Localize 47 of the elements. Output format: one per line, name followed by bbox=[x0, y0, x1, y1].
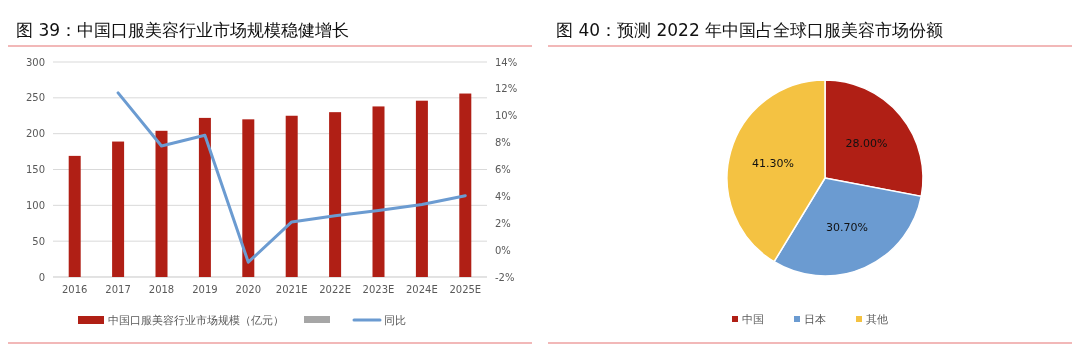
chart-title: 图 39：中国口服美容行业市场规模稳健增长 bbox=[16, 20, 350, 40]
y-tick-label: 150 bbox=[25, 164, 45, 175]
y2-tick-label: 4% bbox=[495, 190, 511, 202]
bar bbox=[155, 130, 168, 277]
bar bbox=[372, 106, 385, 277]
y-tick-label: 200 bbox=[25, 128, 45, 140]
y2-tick-label: 14% bbox=[495, 56, 518, 68]
legend-label: 中国 bbox=[742, 312, 764, 326]
y2-tick-label: -2% bbox=[495, 271, 515, 283]
y2-tick-label: 10% bbox=[495, 110, 518, 122]
bar bbox=[329, 112, 342, 277]
y-tick-label: 100 bbox=[25, 199, 45, 211]
data-label: 30.70% bbox=[825, 221, 868, 235]
x-tick-label: 2018 bbox=[148, 284, 175, 295]
bar bbox=[459, 93, 472, 277]
bar bbox=[68, 155, 81, 277]
y2-tick-label: 6% bbox=[495, 164, 511, 175]
line-series bbox=[116, 91, 467, 264]
data-label: 28.00% bbox=[845, 137, 888, 151]
y-tick-label: 0 bbox=[38, 271, 45, 283]
chart-title: 图 40：预测 2022 年中国占全球口服美容市场份额 bbox=[556, 20, 944, 40]
y2-tick-label: 12% bbox=[495, 83, 518, 95]
bar bbox=[198, 117, 211, 277]
y2-tick-label: 8% bbox=[495, 137, 511, 149]
y-tick-label: 50 bbox=[32, 235, 45, 247]
x-tick-label: 2019 bbox=[192, 284, 218, 295]
y-tick-label: 300 bbox=[25, 56, 45, 68]
legend-label: 其他 bbox=[866, 312, 888, 326]
x-tick-label: 2024E bbox=[406, 284, 438, 295]
x-tick-label: 2023E bbox=[362, 284, 395, 295]
y2-tick-label: 0% bbox=[495, 244, 511, 256]
legend-label: 同比 bbox=[384, 313, 406, 326]
legend-label: 中国口服美容行业市场规模（亿元） bbox=[108, 313, 284, 326]
x-tick-label: 2021E bbox=[275, 284, 308, 295]
bar bbox=[285, 115, 298, 277]
data-label: 41.30% bbox=[752, 157, 795, 171]
x-tick-label: 2017 bbox=[105, 284, 131, 295]
bar bbox=[415, 100, 428, 277]
x-tick-label: 2020 bbox=[235, 284, 262, 295]
x-tick-label: 2016 bbox=[61, 284, 88, 295]
bar bbox=[242, 119, 255, 277]
y2-tick-label: 2% bbox=[495, 217, 511, 229]
bar bbox=[112, 141, 125, 277]
legend-label: 日本 bbox=[804, 312, 826, 326]
y-tick-label: 250 bbox=[25, 92, 45, 104]
x-tick-label: 2022E bbox=[319, 284, 351, 295]
x-tick-label: 2025E bbox=[449, 284, 482, 295]
